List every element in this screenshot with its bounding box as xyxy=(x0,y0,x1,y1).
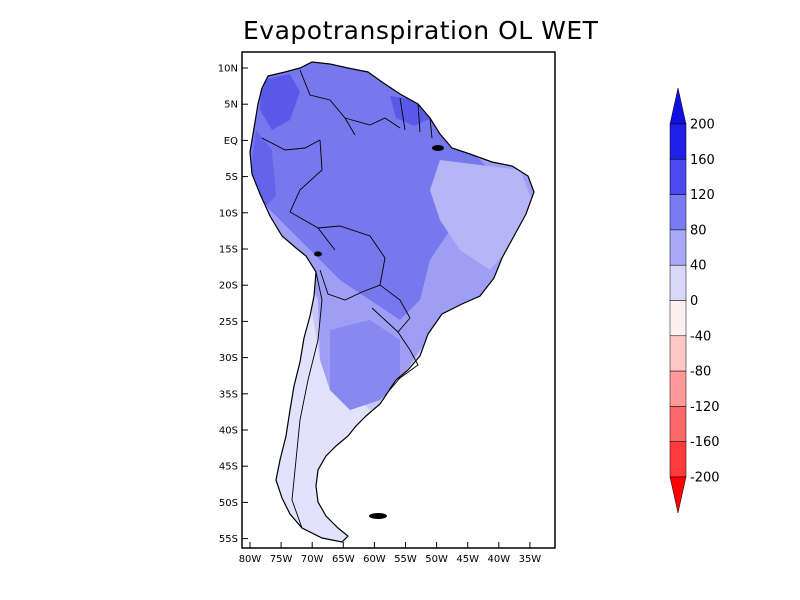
border-argentina-chile xyxy=(291,271,323,529)
colorbar-segment xyxy=(669,159,687,195)
colorbar-segment xyxy=(669,123,687,160)
amazon-mouth xyxy=(432,145,444,151)
lon-tick-label: 50W xyxy=(425,554,448,565)
lon-tick-label: 70W xyxy=(301,554,324,565)
lon-tick-label: 60W xyxy=(363,554,386,565)
colorbar-segment xyxy=(669,370,687,407)
colorbar-label: -200 xyxy=(690,471,720,486)
lat-tick-label: 10S xyxy=(219,208,238,219)
lakes-islands xyxy=(314,145,444,519)
lat-tick-label: 40S xyxy=(219,426,238,437)
colorbar-segment xyxy=(669,264,687,301)
lat-tick-label: 50S xyxy=(219,498,238,509)
colorbar: 200 160 120 80 40 0 -40 -80 -120 -160 -200 xyxy=(669,87,720,514)
zone-pampas xyxy=(330,320,400,410)
country-borders xyxy=(261,69,433,529)
border-paraguay xyxy=(371,284,411,333)
colorbar-label: 80 xyxy=(690,223,707,238)
border-colombia-peru-ecuador xyxy=(261,137,321,151)
colorbar-label: -40 xyxy=(690,329,711,344)
colorbar-label: 0 xyxy=(690,294,698,309)
border-venezuela-brazil xyxy=(344,117,401,129)
lat-tick-label: 10N xyxy=(218,64,238,75)
lon-tick-label: 65W xyxy=(332,554,355,565)
border-guianas xyxy=(399,97,433,139)
map-title: Evapotranspiration OL WET xyxy=(243,16,599,45)
colorbar-bottom-arrow xyxy=(669,476,687,514)
lake-titicaca xyxy=(314,251,322,257)
lon-tick-label: 80W xyxy=(239,554,262,565)
lat-tick-label: 55S xyxy=(219,534,238,545)
zone-very-high-colombia xyxy=(260,74,300,130)
colorbar-label: 160 xyxy=(690,153,715,168)
lat-tick-label: 45S xyxy=(219,462,238,473)
lon-tick-label: 45W xyxy=(456,554,479,565)
coastline xyxy=(249,61,535,543)
lon-tick-label: 35W xyxy=(519,554,542,565)
lon-tick-label: 40W xyxy=(487,554,510,565)
colorbar-label: -120 xyxy=(690,400,720,415)
zone-high xyxy=(250,62,490,320)
colorbar-segment xyxy=(669,229,687,266)
colorbar-label: 120 xyxy=(690,188,715,203)
lat-tick-label: 25S xyxy=(219,317,238,328)
colorbar-label: -80 xyxy=(690,365,711,380)
lat-tick-label: 35S xyxy=(219,389,238,400)
lat-tick-label: 20S xyxy=(219,281,238,292)
colorbar-label: 40 xyxy=(690,259,707,274)
zone-ne-brazil-low xyxy=(430,160,532,270)
lat-tick-label: 5S xyxy=(225,172,238,183)
colorbar-label: 200 xyxy=(690,118,715,133)
colorbar-segment xyxy=(669,441,687,478)
colorbar-segment xyxy=(669,194,687,231)
lat-tick-label: 30S xyxy=(219,353,238,364)
colorbar-segment xyxy=(669,406,687,442)
lat-tick-label: EQ xyxy=(224,136,238,147)
colorbar-top-arrow xyxy=(669,87,687,125)
falklands xyxy=(369,513,387,519)
colorbar-label: -160 xyxy=(690,435,720,450)
longitude-axis: 80W 75W 70W 65W 60W 55W 50W 45W 40W 35W xyxy=(239,542,542,565)
colorbar-segment xyxy=(669,300,687,337)
border-colombia-venezuela xyxy=(299,69,356,136)
lon-tick-label: 75W xyxy=(270,554,293,565)
border-argentina-brazil-uruguay xyxy=(387,331,419,393)
colorbar-segment xyxy=(669,335,687,372)
lat-tick-label: 15S xyxy=(219,245,238,256)
border-peru-brazil xyxy=(289,139,336,251)
latitude-axis: 10N 5N EQ 5S 10S 15S 20S 25S 30S 35S 40S 45S 50S 55S xyxy=(218,64,248,545)
lat-tick-label: 5N xyxy=(224,100,238,111)
lon-tick-label: 55W xyxy=(394,554,417,565)
